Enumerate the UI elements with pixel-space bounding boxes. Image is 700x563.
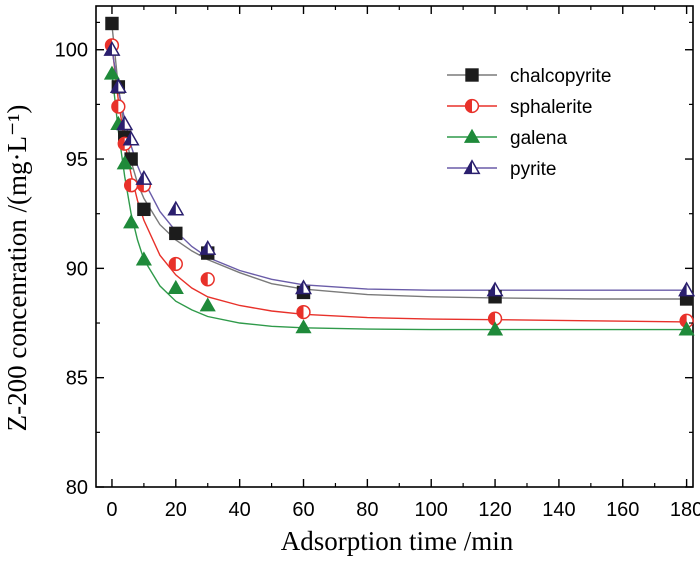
data-point-pyrite: [486, 281, 504, 297]
data-point-chalcopyrite: [169, 226, 183, 241]
plot-frame: [95, 5, 694, 488]
legend-label-sphalerite: sphalerite: [510, 97, 592, 118]
data-point-pyrite: [678, 281, 696, 297]
x-tick-label: 20: [165, 499, 187, 521]
y-axis-title: Z-200 concenration /(mg·L⁻¹): [2, 105, 32, 432]
legend-label-galena: galena: [510, 128, 567, 149]
data-point-galena: [167, 279, 184, 294]
y-tick-label: 95: [66, 149, 88, 171]
x-tick-label: 120: [478, 499, 511, 521]
legend-label-pyrite: pyrite: [510, 159, 556, 180]
data-point-pyrite: [122, 130, 140, 146]
data-point-galena: [123, 214, 140, 229]
legend-marker-sphalerite: [464, 98, 480, 114]
data-point-galena: [295, 319, 312, 334]
data-point-pyrite: [295, 279, 313, 295]
data-point-sphalerite: [200, 272, 215, 287]
y-tick-label: 100: [55, 40, 88, 62]
x-tick-label: 80: [356, 499, 378, 521]
x-axis-title: Adsorption time /min: [281, 526, 514, 556]
data-point-sphalerite: [168, 256, 183, 272]
data-point-sphalerite: [111, 99, 126, 114]
data-point-galena: [199, 297, 216, 312]
data-point-chalcopyrite: [105, 16, 119, 31]
legend-marker-chalcopyrite: [465, 68, 479, 82]
legend-marker-galena: [463, 128, 481, 143]
data-point-pyrite: [199, 239, 217, 255]
y-tick-label: 85: [66, 368, 88, 390]
data-point-pyrite: [103, 41, 121, 56]
data-point-galena: [103, 65, 121, 80]
data-point-pyrite: [109, 78, 127, 94]
y-tick-label: 90: [66, 258, 88, 280]
data-point-chalcopyrite: [137, 202, 151, 217]
x-tick-label: 60: [292, 499, 314, 521]
legend: chalcopyrite sphalerite galena pyrite: [447, 66, 611, 180]
data-point-pyrite: [135, 170, 153, 185]
x-tick-label: 100: [415, 499, 448, 521]
x-tick-label: 0: [106, 499, 117, 521]
y-tick-label: 80: [66, 477, 88, 499]
legend-label-chalcopyrite: chalcopyrite: [510, 66, 611, 87]
data-point-pyrite: [116, 115, 134, 131]
fit-line-galena: [111, 73, 687, 331]
x-tick-label: 140: [542, 499, 575, 521]
data-point-sphalerite: [123, 178, 139, 193]
data-point-sphalerite: [679, 313, 694, 328]
data-point-galena: [135, 251, 152, 266]
legend-marker-pyrite: [463, 159, 481, 175]
data-point-pyrite: [167, 200, 185, 216]
data-point-sphalerite: [296, 304, 311, 320]
x-tick-label: 180: [670, 499, 700, 521]
data-point-galena: [116, 155, 133, 170]
data-point-galena: [678, 321, 695, 336]
x-tick-label: 160: [606, 499, 639, 521]
data-point-galena: [487, 321, 504, 336]
x-tick-label: 40: [229, 499, 251, 521]
